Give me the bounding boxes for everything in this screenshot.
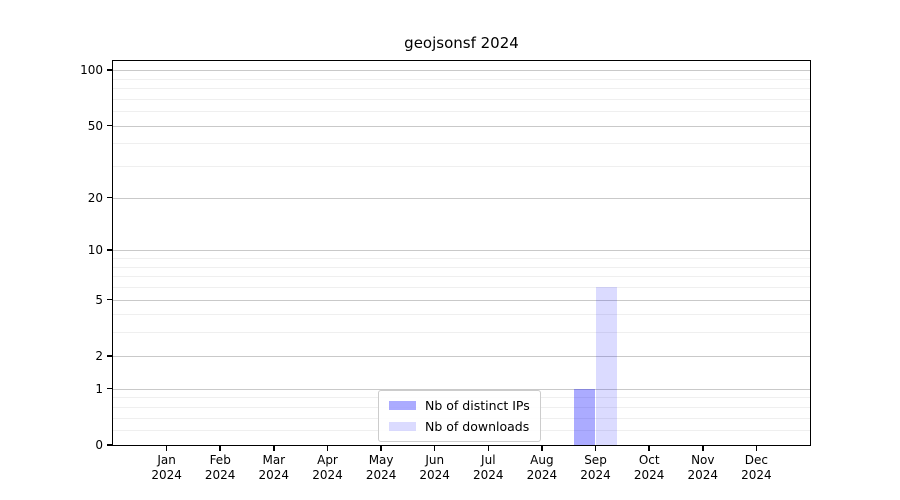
legend-label-distinct-ips: Nb of distinct IPs [425, 398, 530, 413]
y-tick [107, 444, 113, 446]
x-tick-month: Apr [317, 453, 338, 467]
x-tick [273, 445, 275, 451]
y-gridline-minor [113, 78, 810, 80]
x-tick-label: Feb 2024 [188, 453, 252, 483]
y-gridline-major [113, 355, 810, 357]
x-tick-label: Apr 2024 [296, 453, 360, 483]
legend-label-downloads: Nb of downloads [425, 419, 530, 434]
bar-nb-of-distinct-ips [574, 388, 596, 445]
x-tick [219, 445, 221, 451]
y-tick [107, 69, 113, 71]
bar-nb-of-downloads [595, 286, 617, 445]
x-tick-year: 2024 [526, 468, 558, 482]
x-tick-month: Jul [481, 453, 496, 467]
x-tick-year: 2024 [580, 468, 611, 482]
x-tick-label: May 2024 [349, 453, 413, 483]
x-tick-year: 2024 [633, 468, 665, 482]
x-tick-year: 2024 [473, 468, 504, 482]
y-gridline-minor [113, 98, 810, 100]
legend-swatch-distinct-ips [389, 401, 416, 410]
y-tick-label: 5 [95, 292, 103, 307]
x-tick-label: Jan 2024 [135, 453, 199, 483]
x-tick [326, 445, 329, 451]
legend-item-distinct-ips: Nb of distinct IPs [389, 397, 532, 414]
y-gridline-major [113, 125, 810, 127]
y-tick [107, 387, 113, 390]
x-tick-label: Nov 2024 [671, 453, 735, 483]
y-tick-label: 0 [95, 438, 103, 452]
x-tick-month: Aug [530, 453, 554, 467]
x-tick-year: 2024 [741, 468, 772, 482]
y-tick-label: 100 [80, 63, 103, 78]
y-gridline-minor [113, 286, 810, 288]
legend-item-downloads: Nb of downloads [389, 418, 532, 435]
x-tick-year: 2024 [419, 468, 450, 482]
y-gridline-minor [113, 258, 810, 259]
x-tick [648, 445, 650, 451]
y-gridline-major [113, 250, 810, 252]
x-tick [380, 445, 382, 451]
y-gridline-major [113, 197, 810, 199]
y-tick [107, 298, 113, 301]
x-tick-label: Jun 2024 [403, 453, 467, 483]
x-tick-month: Jun [425, 453, 445, 467]
legend-swatch-downloads [389, 422, 416, 431]
x-tick [165, 445, 168, 451]
y-gridline-major [113, 299, 810, 301]
y-tick-label: 10 [87, 243, 103, 258]
y-tick [107, 249, 113, 251]
x-tick-year: 2024 [204, 468, 236, 482]
x-tick-month: Nov [691, 453, 715, 467]
y-tick-label: 20 [87, 190, 103, 205]
x-tick-month: Sep [584, 453, 607, 467]
y-gridline-minor [113, 166, 810, 168]
x-tick-year: 2024 [687, 468, 719, 482]
x-tick-year: 2024 [258, 468, 290, 482]
y-gridline-minor [113, 314, 810, 316]
x-tick-month: Feb [209, 453, 231, 467]
x-tick-month: Dec [744, 453, 768, 467]
x-tick [755, 445, 758, 451]
x-tick-month: Jan [157, 453, 176, 467]
x-tick-year: 2024 [151, 468, 182, 482]
y-tick [107, 355, 113, 357]
x-tick-label: Aug 2024 [510, 453, 574, 483]
x-tick [594, 445, 597, 451]
y-gridline-minor [113, 88, 810, 89]
legend: Nb of distinct IPs Nb of downloads [378, 390, 541, 442]
y-gridline-major [113, 70, 810, 72]
y-gridline-minor [113, 276, 810, 278]
y-tick [107, 196, 113, 199]
y-gridline-major [113, 388, 810, 390]
x-tick-label: Jul 2024 [456, 453, 520, 483]
y-gridline-minor [113, 111, 810, 113]
y-tick-label: 2 [95, 348, 103, 363]
y-tick-label: 1 [95, 381, 103, 396]
plot-area: 0 1 2 5 10 20 50 100 Jan 2024 Feb 2024 Mar 2024 Apr 202… [80, 60, 811, 482]
x-tick-label: Dec 2024 [724, 453, 788, 483]
y-tick-label: 50 [87, 118, 103, 133]
x-tick-year: 2024 [312, 468, 343, 482]
x-tick-year: 2024 [365, 468, 397, 482]
x-tick-label: Oct 2024 [617, 453, 681, 483]
y-tick [107, 124, 113, 127]
y-gridline-minor [113, 332, 810, 334]
y-gridline-minor [113, 143, 810, 145]
chart-title: geojsonsf 2024 [404, 34, 519, 52]
x-tick [433, 445, 436, 451]
x-tick-label: Mar 2024 [242, 453, 306, 483]
x-tick-month: May [368, 453, 394, 467]
x-tick [541, 445, 543, 451]
y-gridline-minor [113, 266, 810, 268]
x-tick [702, 445, 704, 451]
x-tick-label: Sep 2024 [564, 453, 628, 483]
x-tick-month: Oct [638, 453, 660, 467]
x-tick-month: Mar [262, 453, 286, 467]
x-tick [487, 445, 490, 451]
